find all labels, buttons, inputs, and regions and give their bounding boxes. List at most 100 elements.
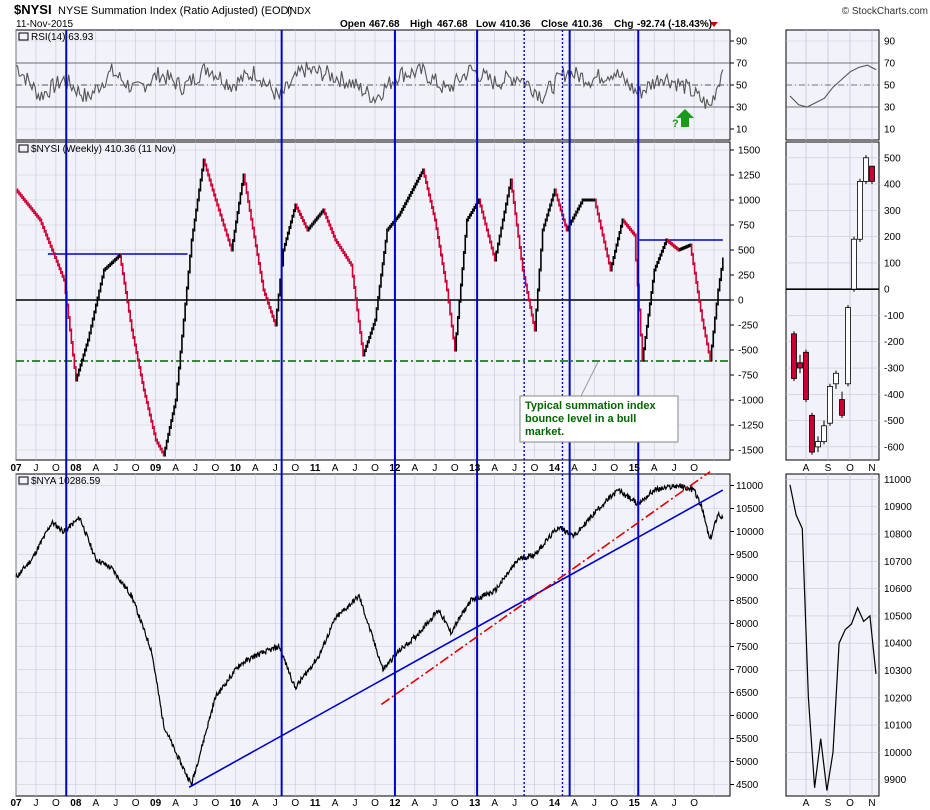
y-tick-label: 6000: [736, 711, 759, 722]
x-tick-label: A: [332, 463, 339, 474]
zoom-y-tick-label: 10200: [884, 693, 912, 704]
x-tick-label: O: [531, 798, 539, 809]
x-tick-label: J: [672, 463, 677, 474]
zoom-y-tick-label: 70: [884, 59, 896, 70]
zoom-y-tick-label: 10: [884, 125, 896, 136]
x-tick-label: J: [273, 798, 278, 809]
zoom-nysi-candle: [869, 165, 875, 182]
x-tick-label: O: [132, 463, 140, 474]
zoom-x-tick-label: S: [825, 798, 832, 809]
green-up-arrow-icon: [676, 109, 694, 127]
x-tick-label: J: [432, 798, 437, 809]
x-tick-label: J: [33, 798, 38, 809]
x-tick-label: J: [432, 463, 437, 474]
x-tick-label: 10: [230, 463, 242, 474]
zoom-y-tick-label: 10400: [884, 639, 912, 650]
zoom-y-tick-label: -500: [884, 416, 904, 427]
close-value: 410.36: [572, 19, 603, 30]
y-tick-label: 250: [738, 271, 755, 282]
zoom-y-tick-label: 10500: [884, 611, 912, 622]
nya-panel: [15, 473, 731, 797]
rsi-line: [15, 61, 724, 109]
x-tick-label: A: [332, 798, 339, 809]
zoom-x-tick-label: S: [825, 463, 832, 474]
x-tick-label: O: [610, 798, 618, 809]
x-tick-label: O: [132, 798, 140, 809]
x-tick-label: A: [412, 798, 419, 809]
x-tick-label: 09: [150, 798, 162, 809]
zoom-nysi-candle: [803, 351, 809, 400]
x-tick-label: 10: [230, 798, 242, 809]
zoom-nysi-candle: [863, 157, 869, 182]
y-tick-label: 750: [738, 221, 755, 232]
zoom-y-tick-label: 10800: [884, 530, 912, 541]
zoom-y-tick-label: 11000: [884, 475, 912, 486]
symbol-title: $NYSI: [14, 2, 52, 17]
y-tick-label: 0: [738, 296, 744, 307]
zoom-y-tick-label: -400: [884, 390, 904, 401]
x-tick-label: O: [690, 463, 698, 474]
y-tick-label: 5500: [736, 734, 759, 745]
zoom-y-tick-label: 500: [884, 153, 901, 164]
y-tick-label: -500: [738, 346, 758, 357]
y-tick-label: 1250: [738, 171, 761, 182]
low-label: Low: [476, 19, 496, 30]
x-tick-label: J: [592, 463, 597, 474]
series-layer: [15, 61, 724, 787]
x-tick-label: O: [371, 798, 379, 809]
callout-pointer: [579, 361, 599, 399]
x-tick-label: O: [52, 463, 60, 474]
x-tick-label: A: [252, 463, 259, 474]
x-tick-label: A: [172, 798, 179, 809]
x-tick-label: O: [451, 463, 459, 474]
annotation-line-2: bounce level in a bull: [525, 413, 636, 425]
zoom-x-tick-label: O: [846, 463, 854, 474]
y-tick-label: 30: [736, 103, 748, 114]
x-tick-label: O: [451, 798, 459, 809]
zoom-nysi-candle: [827, 386, 833, 424]
zoom-nysi-candle: [815, 441, 821, 448]
x-tick-label: J: [193, 463, 198, 474]
trendlines: [188, 471, 724, 788]
x-tick-label: J: [512, 463, 517, 474]
zoom-x-tick-label: A: [803, 463, 810, 474]
y-tick-label: 5000: [736, 757, 759, 768]
x-tick-label: 15: [629, 463, 641, 474]
x-tick-label: 12: [389, 798, 401, 809]
zoom-y-tick-label: 400: [884, 180, 901, 191]
y-tick-label: 7500: [736, 642, 759, 653]
branding-text: © StockCharts.com: [842, 6, 928, 17]
x-tick-label: 14: [549, 463, 561, 474]
x-tick-label: 07: [10, 798, 22, 809]
rsi-legend-icon: [18, 32, 29, 41]
y-tick-label: 11000: [736, 481, 764, 492]
zoom-nysi-candle: [857, 181, 863, 240]
x-tick-label: 13: [469, 798, 481, 809]
close-label: Close: [541, 19, 569, 30]
y-tick-label: -1500: [738, 446, 764, 457]
high-value: 467.68: [437, 19, 468, 30]
zoom-y-tick-label: -600: [884, 442, 904, 453]
zoom-x-tick-label: A: [803, 798, 810, 809]
zoom-y-tick-label: 10600: [884, 584, 912, 595]
zoom-y-tick-label: -100: [884, 311, 904, 322]
zoom-x-tick-label: O: [846, 798, 854, 809]
axis-labels: 07 J O 08 A J O 09 A J O 10 A J O 11 A J O 12 A J O 13 A J O 14 A J O 1…: [10, 37, 912, 810]
blue-trendline: [188, 489, 724, 788]
chg-value: -92.74 (-18.43%): [637, 19, 712, 30]
y-tick-label: 7000: [736, 665, 759, 676]
zoom-nysi-candle: [809, 414, 815, 453]
zoom-series-layer: [789, 64, 877, 791]
x-tick-label: 08: [70, 798, 82, 809]
x-tick-label: J: [512, 798, 517, 809]
zoom-nysi-candle: [851, 238, 857, 290]
x-tick-label: J: [113, 463, 118, 474]
x-tick-label: O: [291, 463, 299, 474]
x-tick-label: A: [571, 798, 578, 809]
x-tick-label: A: [491, 798, 498, 809]
annotation-line-3: market.: [525, 426, 564, 438]
zoom-y-tick-label: 10300: [884, 666, 912, 677]
x-tick-label: O: [291, 798, 299, 809]
x-tick-label: A: [571, 463, 578, 474]
annotation-line-1: Typical summation index: [525, 400, 656, 412]
